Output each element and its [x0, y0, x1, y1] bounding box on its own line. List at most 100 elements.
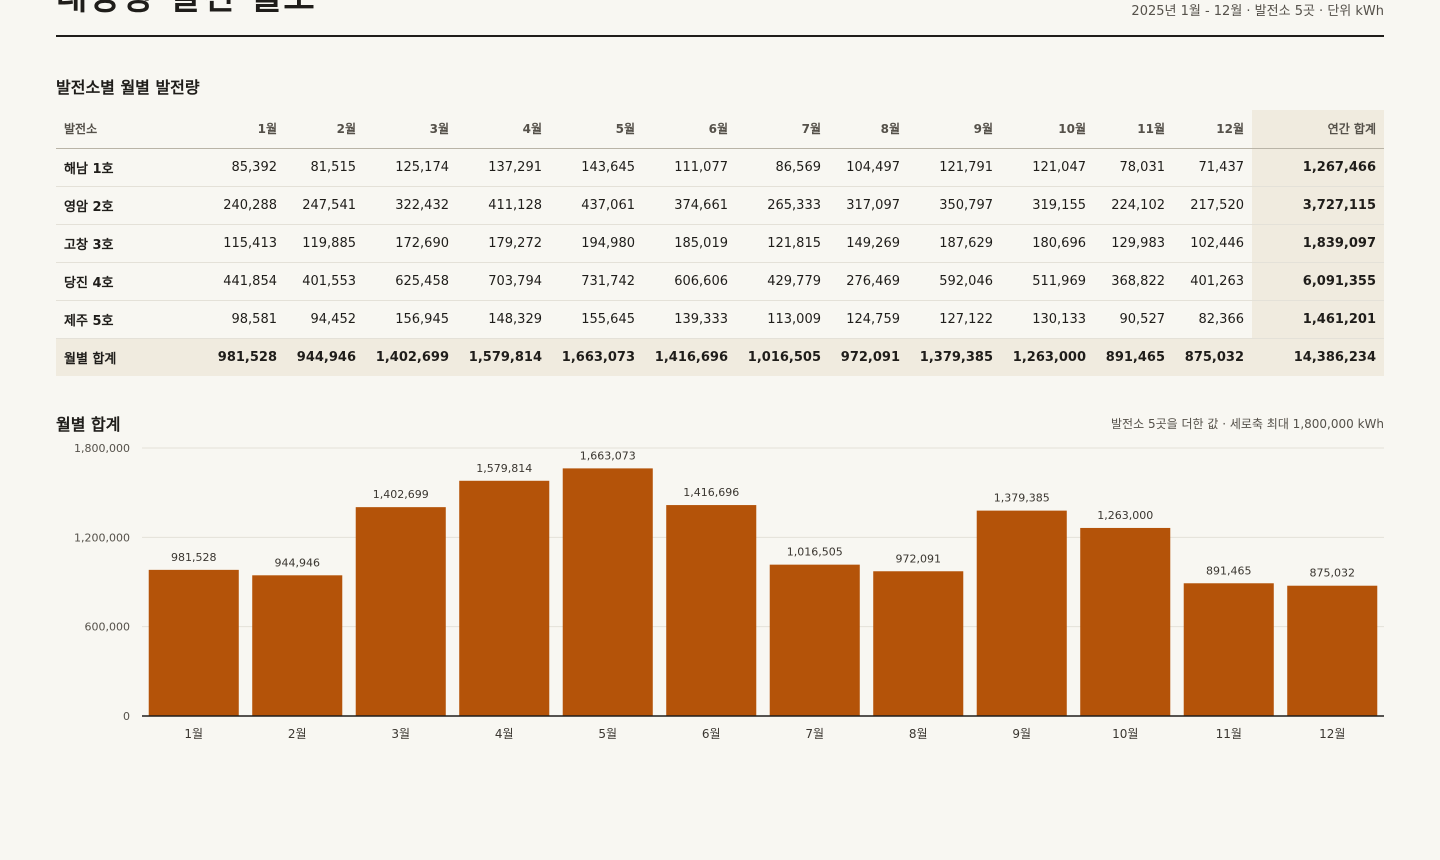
total-row-label: 월별 합계 [56, 338, 196, 376]
month-value-cell: 149,269 [829, 224, 908, 263]
annual-total-cell: 1,839,097 [1252, 224, 1384, 263]
month-value-cell: 411,128 [457, 186, 550, 225]
bar [355, 507, 446, 716]
month-value-cell: 179,272 [457, 224, 550, 263]
month-value-cell: 731,742 [550, 262, 643, 301]
month-value-cell: 368,822 [1094, 262, 1173, 301]
monthly-total-bar-chart: 0 600,000 1,200,000 1,800,000 981,528 1월 944,9… [74, 442, 1384, 741]
month-value-cell: 137,291 [457, 148, 550, 187]
month-value-cell: 606,606 [643, 262, 736, 301]
x-tick-label: 10월 [1112, 727, 1138, 741]
month-value-cell: 429,779 [736, 262, 829, 301]
x-tick-label: 3월 [391, 727, 410, 741]
bar [873, 571, 964, 716]
bar-value-label: 891,465 [1206, 564, 1252, 577]
column-header-annual-total: 연간 합계 [1252, 110, 1384, 149]
month-value-cell: 592,046 [908, 262, 1001, 301]
bar [769, 564, 860, 716]
chart-title: 월별 합계 [56, 415, 121, 434]
bar [1080, 527, 1171, 716]
bar-value-label: 1,016,505 [787, 546, 843, 559]
x-tick-label: 5월 [598, 727, 617, 741]
month-value-cell: 121,047 [1001, 148, 1094, 187]
x-tick-label: 8월 [909, 727, 928, 741]
column-header-month: 11월 [1094, 110, 1173, 149]
column-header-month: 8월 [829, 110, 908, 149]
column-header-plant: 발전소 [56, 110, 196, 149]
bar [976, 510, 1067, 716]
month-value-cell: 155,645 [550, 300, 643, 339]
x-tick-label: 12월 [1319, 727, 1345, 741]
month-value-cell: 319,155 [1001, 186, 1094, 225]
table-header-row: 발전소 1월 2월 3월 4월 5월 6월 7월 8월 9월 10월 11월 12월 연간 합계 [56, 110, 1384, 149]
bar [148, 569, 239, 716]
bar [459, 480, 550, 716]
month-value-cell: 127,122 [908, 300, 1001, 339]
plant-name: 제주 5호 [56, 300, 196, 339]
month-value-cell: 703,794 [457, 262, 550, 301]
month-value-cell: 104,497 [829, 148, 908, 187]
month-value-cell: 148,329 [457, 300, 550, 339]
month-value-cell: 240,288 [196, 186, 285, 225]
month-value-cell: 111,077 [643, 148, 736, 187]
month-value-cell: 224,102 [1094, 186, 1173, 225]
generation-table: 발전소 1월 2월 3월 4월 5월 6월 7월 8월 9월 10월 11월 12월 연간 합계 해남 … [56, 110, 1384, 376]
bar-value-label: 972,091 [896, 552, 942, 565]
month-value-cell: 625,458 [364, 262, 457, 301]
month-value-cell: 78,031 [1094, 148, 1173, 187]
month-value-cell: 265,333 [736, 186, 829, 225]
month-value-cell: 71,437 [1173, 148, 1252, 187]
month-value-cell: 875,032 [1173, 338, 1252, 376]
month-value-cell: 194,980 [550, 224, 643, 263]
month-value-cell: 1,579,814 [457, 338, 550, 376]
bar-value-label: 1,579,814 [476, 462, 532, 475]
table-row: 영암 2호 240,288 247,541 322,432 411,128 437,061… [56, 186, 1384, 225]
plant-name: 고창 3호 [56, 224, 196, 263]
month-value-cell: 511,969 [1001, 262, 1094, 301]
column-header-month: 1월 [196, 110, 285, 149]
month-value-cell: 119,885 [285, 224, 364, 263]
x-tick-label: 2월 [288, 727, 307, 741]
x-tick-label: 11월 [1216, 727, 1242, 741]
month-value-cell: 82,366 [1173, 300, 1252, 339]
month-value-cell: 113,009 [736, 300, 829, 339]
month-value-cell: 891,465 [1094, 338, 1173, 376]
month-value-cell: 180,696 [1001, 224, 1094, 263]
bar-value-label: 875,032 [1310, 567, 1356, 580]
column-header-month: 12월 [1173, 110, 1252, 149]
month-value-cell: 350,797 [908, 186, 1001, 225]
month-value-cell: 172,690 [364, 224, 457, 263]
month-value-cell: 185,019 [643, 224, 736, 263]
table-total-row: 월별 합계 981,528 944,946 1,402,699 1,579,814 1,6… [56, 338, 1384, 376]
bar-value-label: 1,416,696 [683, 486, 739, 499]
bar-value-label: 1,263,000 [1097, 509, 1153, 522]
y-tick-label: 1,800,000 [74, 442, 130, 455]
month-value-cell: 1,263,000 [1001, 338, 1094, 376]
bar-value-label: 1,379,385 [994, 492, 1050, 505]
column-header-month: 9월 [908, 110, 1001, 149]
column-header-month: 4월 [457, 110, 550, 149]
x-tick-label: 4월 [495, 727, 514, 741]
x-tick-label: 1월 [184, 727, 203, 741]
table-row: 제주 5호 98,581 94,452 156,945 148,329 155,645 13… [56, 300, 1384, 339]
table-row: 당진 4호 441,854 401,553 625,458 703,794 731,742… [56, 262, 1384, 301]
bar-value-label: 1,402,699 [373, 488, 429, 501]
report-page: 태양광 발전 월보 2025년 1월 - 12월 · 발전소 5곳 · 단위 k… [56, 0, 1384, 860]
x-tick-label: 6월 [702, 727, 721, 741]
chart-note: 발전소 5곳을 더한 값 · 세로축 최대 1,800,000 kWh [1111, 417, 1384, 431]
annual-total-cell: 3,727,115 [1252, 186, 1384, 225]
bar [562, 468, 653, 716]
plant-name: 해남 1호 [56, 148, 196, 187]
page-title: 태양광 발전 월보 [56, 0, 317, 19]
month-value-cell: 276,469 [829, 262, 908, 301]
month-value-cell: 86,569 [736, 148, 829, 187]
bar [1183, 583, 1274, 716]
annual-total-cell: 14,386,234 [1252, 338, 1384, 376]
month-value-cell: 90,527 [1094, 300, 1173, 339]
month-value-cell: 1,663,073 [550, 338, 643, 376]
month-value-cell: 139,333 [643, 300, 736, 339]
y-tick-label: 0 [123, 710, 130, 723]
month-value-cell: 322,432 [364, 186, 457, 225]
month-value-cell: 85,392 [196, 148, 285, 187]
month-value-cell: 81,515 [285, 148, 364, 187]
